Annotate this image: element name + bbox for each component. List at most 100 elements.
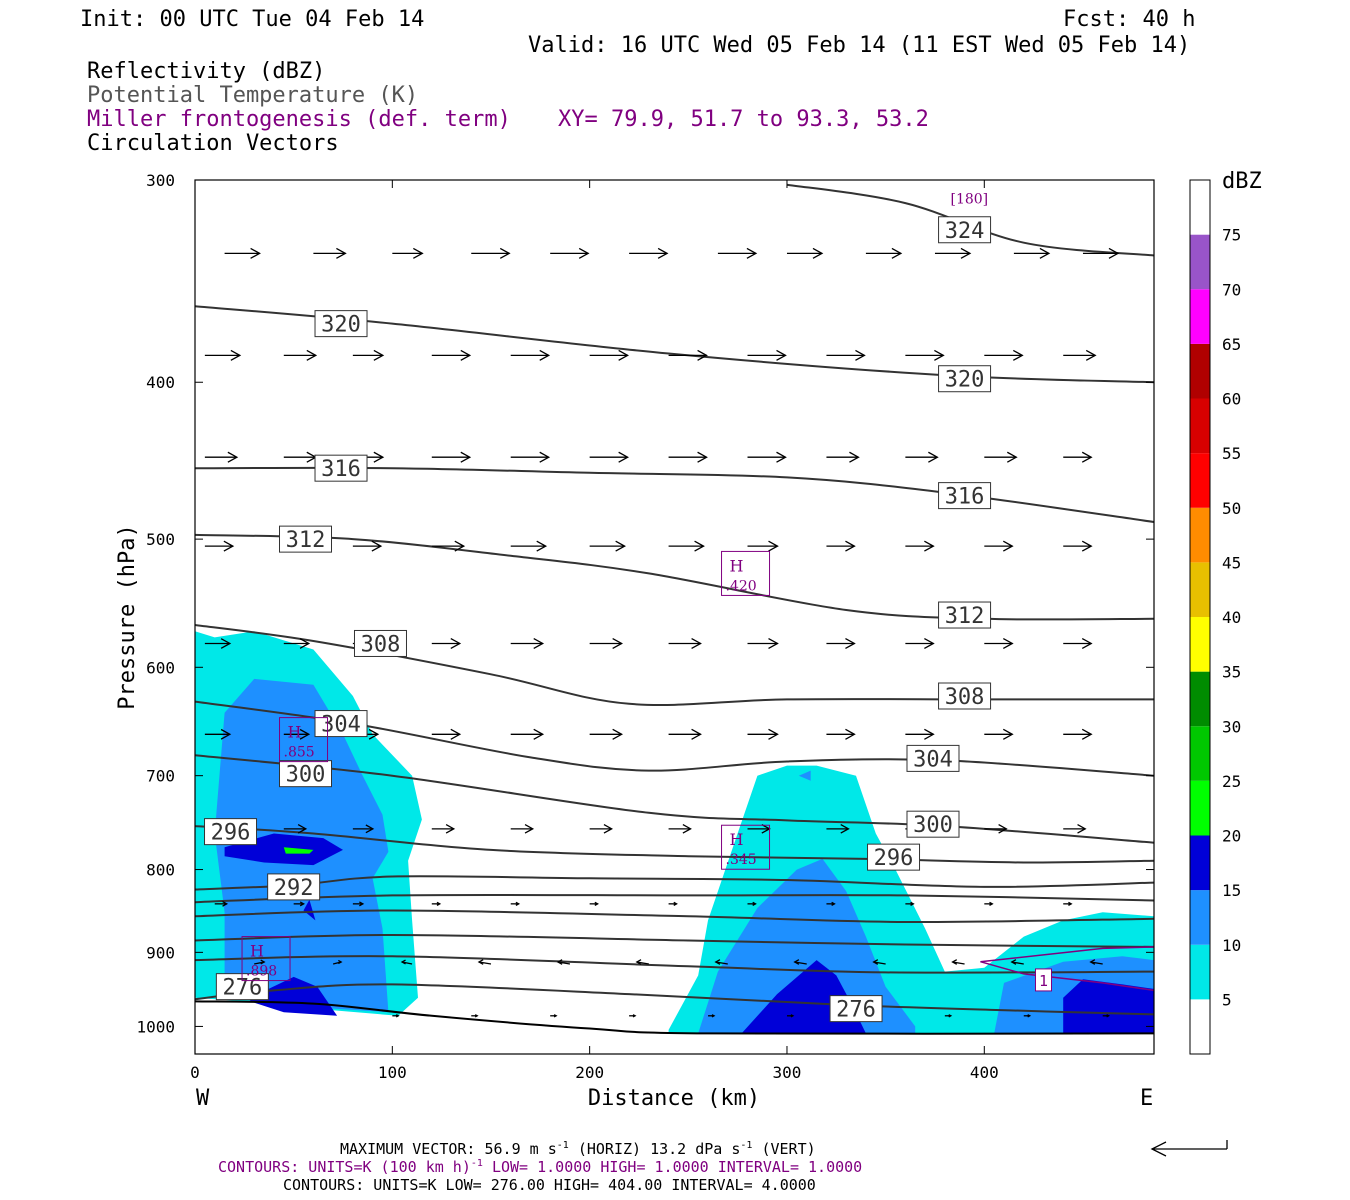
circulation-vector-head xyxy=(1006,451,1018,463)
theta-label-box xyxy=(938,682,992,710)
legend-reflectivity: Reflectivity (dBZ) xyxy=(87,59,325,84)
theta-label-box xyxy=(938,482,992,510)
fronto-high-box xyxy=(279,717,329,763)
fronto-high-letter: H xyxy=(250,942,264,961)
circulation-vector-head xyxy=(989,901,994,906)
circulation-vector-head xyxy=(477,959,484,965)
circulation-vector-head xyxy=(790,1014,795,1018)
x-axis-title: Distance (km) xyxy=(588,1086,760,1111)
circulation-vector-head xyxy=(594,901,599,906)
circulation-vector xyxy=(1011,961,1024,965)
circulation-vector xyxy=(715,961,728,965)
circulation-vector-head xyxy=(849,451,860,463)
colorbar-segment xyxy=(1190,234,1210,290)
circulation-vector-head xyxy=(227,451,239,463)
circulation-vector-head xyxy=(691,637,702,649)
circulation-vector-head xyxy=(365,824,375,834)
colorbar-label: 35 xyxy=(1222,663,1241,682)
circulation-vector-head xyxy=(711,1014,716,1018)
legend-theta: Potential Temperature (K) xyxy=(87,83,418,108)
theta-contour-line xyxy=(195,909,1154,924)
colorbar-segment xyxy=(1190,835,1210,891)
theta-label: 296 xyxy=(211,821,251,846)
circulation-vector-head xyxy=(220,728,232,740)
circulation-vector-head xyxy=(297,824,308,834)
circulation-vector-head xyxy=(632,1014,637,1018)
colorbar-label: 60 xyxy=(1222,390,1241,409)
theta-label: 320 xyxy=(945,368,985,393)
circulation-vector-head xyxy=(536,540,548,552)
circulation-vector-head xyxy=(1012,349,1024,361)
circulation-vector-head xyxy=(460,349,472,361)
x-axis-west-label: W xyxy=(196,1086,210,1111)
circulation-vector-head xyxy=(413,247,424,259)
circulation-vector xyxy=(636,961,649,965)
fronto-high-box xyxy=(721,550,771,596)
circulation-vector-head xyxy=(371,540,383,552)
circulation-vector-head xyxy=(368,728,380,740)
theta-label-box xyxy=(938,601,992,629)
circulation-vector xyxy=(794,961,807,965)
circulation-vector-head xyxy=(635,959,642,965)
colorbar-segment xyxy=(1190,289,1210,344)
circulation-vector-head xyxy=(691,728,702,740)
circulation-vector-head xyxy=(1081,540,1093,552)
fronto-high-value: .420 xyxy=(726,578,757,594)
fronto-high-letter: H xyxy=(730,556,744,575)
theta-label: 300 xyxy=(913,813,953,838)
circulation-vector-head xyxy=(612,637,623,649)
circulation-vector-head xyxy=(250,247,261,259)
circulation-vector-head xyxy=(533,728,545,740)
colorbar-segment xyxy=(1190,562,1210,617)
x-axis-east-label: E xyxy=(1140,1086,1153,1111)
circulation-vector-head xyxy=(1002,728,1014,740)
y-tick-label: 600 xyxy=(146,658,175,677)
circulation-vector-head xyxy=(697,451,708,463)
theta-label: 312 xyxy=(945,604,985,629)
theta-label-box xyxy=(938,365,992,393)
fronto-contour-note: CONTOURS: UNITS=K (100 km h)-1 LOW= 1.00… xyxy=(218,1158,862,1176)
circulation-vector-head xyxy=(746,247,758,259)
circulation-vector-head xyxy=(657,247,669,259)
circulation-vector-head xyxy=(924,540,935,552)
reflectivity-area-15dbz xyxy=(303,899,316,921)
fronto-high-value: .898 xyxy=(246,964,277,980)
legend-frontogenesis: Miller frontogenesis (def. term) xyxy=(87,107,511,132)
circulation-vector-head xyxy=(454,540,466,552)
colorbar-segment xyxy=(1190,671,1210,727)
circulation-vector-head xyxy=(230,349,242,361)
x-tick-label: 0 xyxy=(190,1063,200,1082)
theta-label-box xyxy=(938,216,992,244)
circulation-vector-head xyxy=(768,728,779,740)
circulation-vector-head xyxy=(697,349,708,361)
theta-label-box xyxy=(314,710,368,738)
circulation-vector-head xyxy=(845,540,856,552)
y-tick-label: 800 xyxy=(146,861,175,880)
max-vector-note: MAXIMUM VECTOR: 56.9 m s-1 (HORIZ) 13.2 … xyxy=(340,1140,816,1158)
theta-contour-line xyxy=(195,825,1154,864)
colorbar-label: 30 xyxy=(1222,717,1241,736)
circulation-vector xyxy=(557,961,571,965)
circulation-vector-head xyxy=(539,349,551,361)
circulation-vector-head xyxy=(714,959,721,965)
circulation-vector-head xyxy=(845,728,856,740)
circulation-vector-head xyxy=(533,637,545,649)
circulation-vector-head xyxy=(556,959,563,965)
theta-label: 276 xyxy=(836,998,876,1023)
theta-label-box xyxy=(906,810,960,838)
reflectivity-area-10dbz xyxy=(798,770,811,781)
theta-label: 308 xyxy=(945,685,985,710)
y-tick-label: 900 xyxy=(146,943,175,962)
circulation-vector-head xyxy=(891,247,903,259)
circulation-vector-head xyxy=(924,728,935,740)
circulation-vector-head xyxy=(855,349,866,361)
circulation-vector-head xyxy=(1106,1014,1111,1018)
circulation-vector-head xyxy=(338,959,343,965)
circulation-vector-head xyxy=(223,540,235,552)
colorbar-label: 65 xyxy=(1222,335,1241,354)
theta-contour-line xyxy=(195,955,1154,974)
theta-label: 292 xyxy=(274,876,314,901)
circulation-vector-head xyxy=(1002,637,1014,649)
circulation-vector-head xyxy=(306,349,318,361)
